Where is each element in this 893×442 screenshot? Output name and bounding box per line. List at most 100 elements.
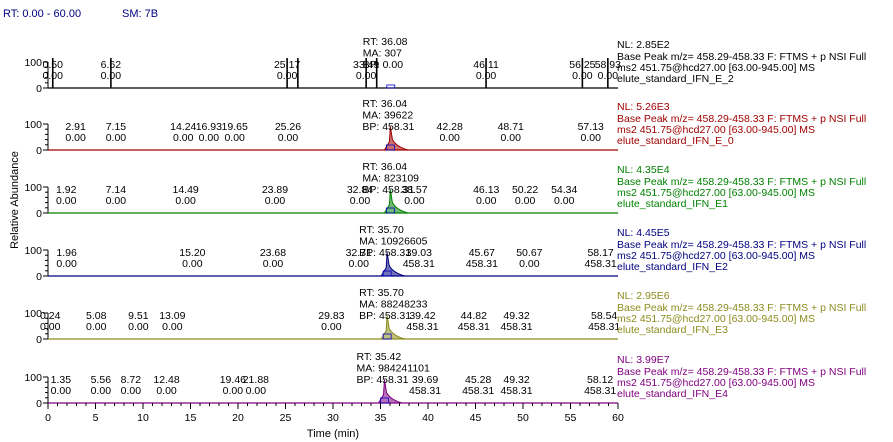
peak-rt-label: 23.89	[262, 184, 288, 196]
peak-marker	[386, 84, 396, 89]
trace-info-line: elute_standard_IFN_E_0	[617, 135, 734, 147]
trace-info-line: Base Peak m/z= 458.29-458.33 F: FTMS + p…	[617, 366, 866, 378]
peak-rt-label: 23.68	[260, 247, 286, 259]
peak-rt-label: 7.15	[106, 121, 127, 133]
peak-rt-label: 21.88	[243, 374, 269, 386]
peak-rt-label: 14.49	[173, 184, 199, 196]
peak-rt-label: 6.62	[101, 59, 122, 71]
peak-value-label: 458.31	[462, 385, 494, 397]
peak-value-label: 458.31	[500, 385, 532, 397]
trace-info-line: ms2 451.75@hcd27.00 [63.00-945.00] MS	[617, 124, 815, 136]
peak-rt-label: 38.57	[401, 184, 427, 196]
y-tick-label: 100	[24, 245, 42, 257]
nl-label: NL: 3.99E7	[617, 354, 670, 366]
main-peak-label: MA: 88248233	[359, 299, 427, 311]
peak-marker	[382, 270, 392, 277]
main-peak-label: RT: 35.42	[356, 351, 401, 363]
peak-rt-label: 25.17	[274, 59, 300, 71]
trace-info-line: elute_standard_IFN_E_2	[617, 73, 734, 85]
main-peak-label: MA: 10926605	[359, 236, 427, 248]
peak-rt-label: 1.96	[56, 247, 77, 259]
peak-value-label: 0.00	[277, 70, 298, 82]
peak-rt-label: 13.09	[159, 310, 185, 322]
peak-value-label: 0.00	[156, 385, 177, 397]
peak-rt-label: 0.50	[43, 59, 64, 71]
peak-value-label: 458.31	[500, 321, 532, 333]
y-tick-label: 100	[24, 308, 42, 320]
main-peak-label: RT: 36.04	[362, 98, 407, 110]
peak-rt-label: 56.25	[569, 59, 595, 71]
peak-value-label: 0.00	[56, 258, 77, 270]
rt-range-label: RT: 0.00 - 60.00	[3, 8, 81, 20]
y-tick-label: 0	[36, 208, 42, 220]
peak-value-label: 0.00	[439, 132, 460, 144]
y-tick-label: 100	[24, 119, 42, 131]
trace-info-line: ms2 451.75@hcd27.00 [63.00-945.00] MS	[617, 62, 815, 74]
peak-rt-label: 2.91	[65, 121, 86, 133]
peak-value-label: 0.00	[598, 70, 619, 82]
peak-value-label: 458.31	[406, 321, 438, 333]
peak-value-label: 458.31	[409, 385, 441, 397]
y-tick-label: 0	[36, 398, 42, 410]
peak-marker	[380, 397, 389, 404]
peak-rt-label: 44.82	[461, 310, 487, 322]
peak-value-label: 0.00	[40, 321, 61, 333]
x-tick-label: 50	[517, 412, 529, 424]
peak-value-label: 0.00	[106, 132, 127, 144]
main-peak-label: BP: 458.31	[356, 374, 408, 386]
peak-rt-label: 9.51	[128, 310, 149, 322]
peak-value-label: 0.00	[572, 70, 593, 82]
x-axis-title: Time (min)	[307, 428, 359, 440]
peak-rt-label: 54.34	[551, 184, 577, 196]
peak-value-label: 0.00	[101, 70, 122, 82]
main-peak-label: RT: 35.70	[359, 287, 404, 299]
peak-rt-label: 58.93	[595, 59, 621, 71]
peak-rt-label: 45.67	[469, 247, 495, 259]
x-tick-label: 40	[422, 412, 434, 424]
peak-value-label: 0.00	[476, 70, 497, 82]
x-tick-label: 5	[93, 412, 99, 424]
y-tick-label: 0	[36, 271, 42, 283]
peak-value-label: 0.00	[86, 321, 107, 333]
peak-value-label: 0.00	[121, 385, 142, 397]
peak-rt-label: 19.65	[222, 121, 248, 133]
trace-info-line: Base Peak m/z= 458.29-458.33 F: FTMS + p…	[617, 239, 866, 251]
main-peak	[380, 252, 406, 277]
main-peak-label: BP: 458.31	[359, 310, 411, 322]
peak-rt-label: 46.13	[473, 184, 499, 196]
x-tick-label: 45	[470, 412, 482, 424]
x-tick-label: 10	[137, 412, 149, 424]
peak-rt-label: 57.13	[578, 121, 604, 133]
peak-value-label: 0.00	[350, 195, 371, 207]
peak-rt-label: 15.20	[179, 247, 205, 259]
peak-value-label: 0.00	[162, 321, 183, 333]
trace-info-line: ms2 451.75@hcd27.00 [63.00-945.00] MS	[617, 313, 815, 325]
peak-rt-label: 39.69	[412, 374, 438, 386]
peak-rt-label: 32.84	[347, 184, 373, 196]
peak-rt-label: 7.14	[106, 184, 127, 196]
main-peak	[377, 379, 403, 404]
peak-rt-label: 1.35	[51, 374, 72, 386]
peak-value-label: 458.31	[403, 258, 435, 270]
peak-value-label: 0.00	[404, 195, 425, 207]
peak-rt-label: 16.93	[196, 121, 222, 133]
peak-value-label: 458.31	[585, 258, 617, 270]
peak-value-label: 0.00	[175, 195, 196, 207]
peak-value-label: 0.00	[51, 385, 72, 397]
peak-value-label: 0.00	[182, 258, 203, 270]
y-tick-label: 100	[24, 57, 42, 69]
nl-label: NL: 2.85E2	[617, 39, 670, 51]
peak-rt-label: 46.11	[473, 59, 499, 71]
peak-value-label: 0.00	[349, 258, 370, 270]
peak-rt-label: 48.71	[498, 121, 524, 133]
peak-rt-label: 49.32	[503, 310, 529, 322]
peak-rt-label: 50.67	[516, 247, 542, 259]
trace-info-line: elute_standard_IFN_E3	[617, 324, 728, 336]
nl-label: NL: 4.35E4	[617, 164, 670, 176]
x-tick-label: 0	[45, 412, 51, 424]
x-tick-label: 30	[327, 412, 339, 424]
peak-rt-label: 58.12	[587, 374, 613, 386]
